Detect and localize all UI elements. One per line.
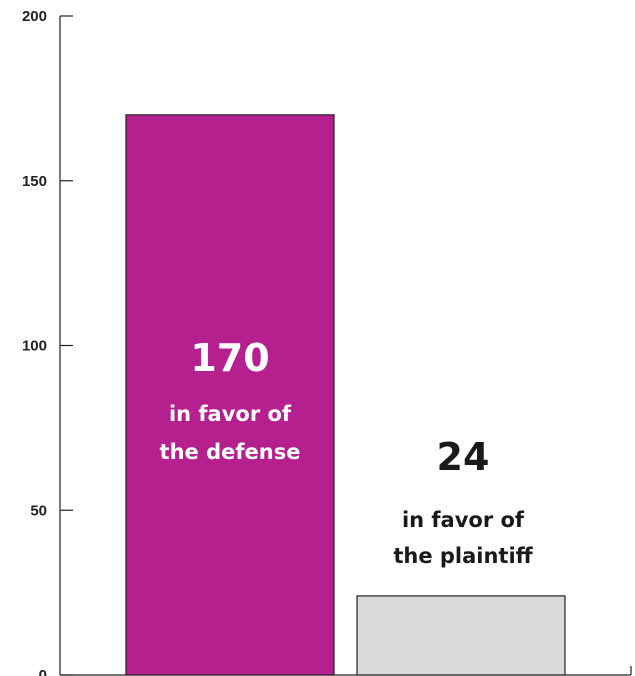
bar-plaintiff-value-label: 24 xyxy=(437,435,490,479)
bar-plaintiff-caption-line: in favor of xyxy=(402,508,525,532)
bar-defense xyxy=(125,114,335,676)
chart-bars xyxy=(125,114,566,676)
y-tick-label: 100 xyxy=(22,338,47,355)
bar-defense-caption-line: in favor of xyxy=(169,402,292,426)
bar-defense-caption-line: the defense xyxy=(160,440,301,464)
y-tick-label: 150 xyxy=(22,173,47,190)
bar-defense-value-label: 170 xyxy=(190,336,269,380)
y-tick-label: 200 xyxy=(22,8,47,25)
y-tick-label: 0 xyxy=(39,667,47,676)
bar-plaintiff-caption-line: the plaintiff xyxy=(393,544,533,568)
bar-plaintiff xyxy=(356,595,566,676)
y-tick-label: 50 xyxy=(30,502,47,519)
chart-labels: 170 in favor of the defense 24 in favor of th… xyxy=(160,336,534,568)
